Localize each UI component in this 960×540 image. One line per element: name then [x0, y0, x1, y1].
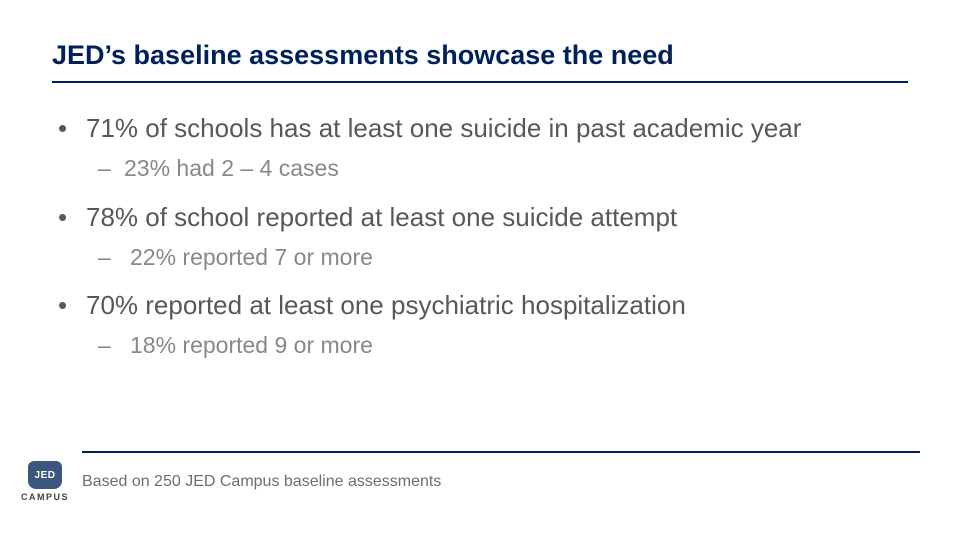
slide: JED’s baseline assessments showcase the …: [0, 0, 960, 540]
bullet-level-1: 71% of schools has at least one suicide …: [52, 111, 908, 146]
slide-title: JED’s baseline assessments showcase the …: [52, 38, 908, 83]
jed-logo: JED CAMPUS: [22, 461, 68, 502]
bullet-level-2: 23% had 2 – 4 cases: [52, 152, 908, 185]
footnote: Based on 250 JED Campus baseline assessm…: [82, 473, 441, 491]
jed-logo-badge: JED: [28, 461, 62, 489]
bullet-level-2: 22% reported 7 or more: [52, 241, 908, 274]
footer-row: JED CAMPUS Based on 250 JED Campus basel…: [22, 461, 920, 502]
footer: JED CAMPUS Based on 250 JED Campus basel…: [22, 451, 920, 502]
bullet-level-2: 18% reported 9 or more: [52, 329, 908, 362]
footer-rule: [82, 451, 920, 453]
bullet-level-1: 70% reported at least one psychiatric ho…: [52, 288, 908, 323]
jed-logo-text: CAMPUS: [21, 492, 69, 502]
bullet-level-1: 78% of school reported at least one suic…: [52, 200, 908, 235]
bullet-list: 71% of schools has at least one suicide …: [52, 111, 908, 362]
